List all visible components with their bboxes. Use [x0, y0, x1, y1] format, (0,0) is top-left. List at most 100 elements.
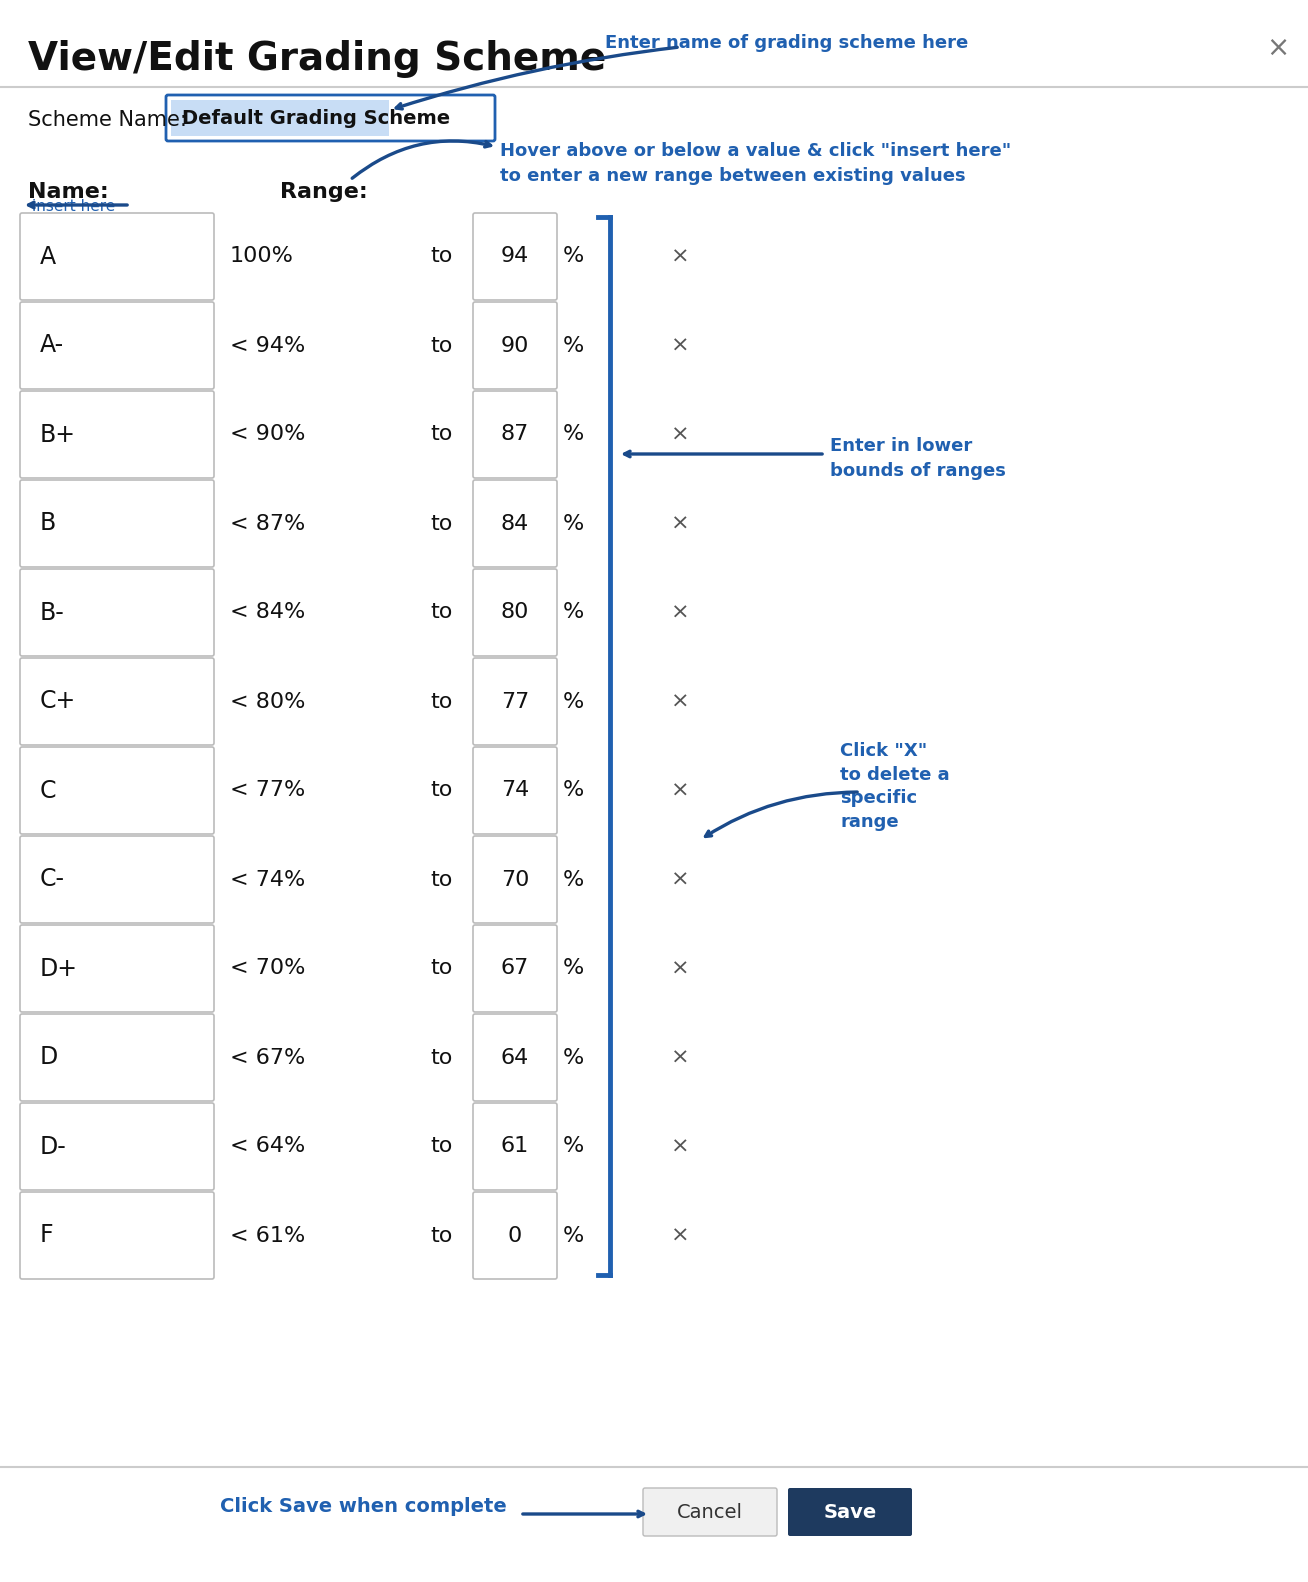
- Text: < 74%: < 74%: [230, 870, 305, 889]
- Text: %: %: [562, 247, 585, 266]
- Text: B-: B-: [41, 601, 65, 625]
- Text: Enter in lower
bounds of ranges: Enter in lower bounds of ranges: [831, 437, 1006, 479]
- FancyBboxPatch shape: [20, 214, 215, 301]
- Text: Click "X"
to delete a
specific
range: Click "X" to delete a specific range: [840, 742, 950, 831]
- FancyBboxPatch shape: [20, 1191, 215, 1278]
- Text: to: to: [430, 870, 453, 889]
- Text: %: %: [562, 1136, 585, 1156]
- FancyBboxPatch shape: [166, 95, 494, 141]
- Text: < 90%: < 90%: [230, 424, 305, 445]
- Text: 70: 70: [501, 870, 530, 889]
- Text: D: D: [41, 1046, 59, 1069]
- Text: < 61%: < 61%: [230, 1226, 305, 1245]
- Text: < 67%: < 67%: [230, 1047, 305, 1068]
- FancyBboxPatch shape: [473, 570, 557, 657]
- Text: %: %: [562, 959, 585, 979]
- FancyBboxPatch shape: [20, 391, 215, 478]
- Text: C-: C-: [41, 867, 65, 892]
- FancyBboxPatch shape: [473, 302, 557, 389]
- Text: ×: ×: [671, 335, 689, 356]
- FancyBboxPatch shape: [20, 479, 215, 566]
- Text: < 94%: < 94%: [230, 335, 305, 356]
- FancyBboxPatch shape: [787, 1489, 912, 1536]
- Text: Range:: Range:: [280, 182, 368, 202]
- Text: D+: D+: [41, 957, 78, 981]
- Text: %: %: [562, 691, 585, 712]
- Text: < 80%: < 80%: [230, 691, 305, 712]
- Text: ×: ×: [671, 780, 689, 800]
- Text: < 87%: < 87%: [230, 514, 305, 533]
- FancyBboxPatch shape: [473, 479, 557, 566]
- FancyBboxPatch shape: [644, 1489, 777, 1536]
- Text: to: to: [430, 959, 453, 979]
- Text: 74: 74: [501, 780, 530, 800]
- Text: F: F: [41, 1223, 54, 1248]
- Text: ×: ×: [671, 424, 689, 445]
- Text: ×: ×: [671, 870, 689, 889]
- Text: %: %: [562, 1047, 585, 1068]
- Text: to: to: [430, 335, 453, 356]
- Text: < 64%: < 64%: [230, 1136, 305, 1156]
- FancyBboxPatch shape: [20, 302, 215, 389]
- FancyBboxPatch shape: [473, 747, 557, 834]
- Text: D-: D-: [41, 1134, 67, 1158]
- Text: 64: 64: [501, 1047, 530, 1068]
- FancyBboxPatch shape: [20, 747, 215, 834]
- Text: ×: ×: [671, 603, 689, 622]
- Text: 90: 90: [501, 335, 530, 356]
- FancyBboxPatch shape: [20, 925, 215, 1012]
- Text: C: C: [41, 778, 56, 802]
- Text: B+: B+: [41, 422, 76, 446]
- Text: Cancel: Cancel: [678, 1503, 743, 1522]
- FancyBboxPatch shape: [473, 835, 557, 922]
- Text: to: to: [430, 691, 453, 712]
- FancyBboxPatch shape: [20, 658, 215, 745]
- Text: A-: A-: [41, 334, 64, 358]
- Text: %: %: [562, 870, 585, 889]
- Text: Save: Save: [823, 1503, 876, 1522]
- Text: ×: ×: [671, 1136, 689, 1156]
- Text: to: to: [430, 780, 453, 800]
- Text: Scheme Name:: Scheme Name:: [27, 111, 187, 130]
- FancyBboxPatch shape: [20, 570, 215, 657]
- FancyBboxPatch shape: [473, 214, 557, 301]
- Text: < 84%: < 84%: [230, 603, 305, 622]
- Text: 87: 87: [501, 424, 530, 445]
- FancyBboxPatch shape: [473, 1191, 557, 1278]
- FancyBboxPatch shape: [473, 1103, 557, 1190]
- FancyBboxPatch shape: [20, 1103, 215, 1190]
- Text: %: %: [562, 335, 585, 356]
- Text: to: to: [430, 1226, 453, 1245]
- FancyBboxPatch shape: [20, 835, 215, 922]
- Text: 100%: 100%: [230, 247, 294, 266]
- FancyBboxPatch shape: [20, 1014, 215, 1101]
- Text: 80: 80: [501, 603, 530, 622]
- Text: ×: ×: [671, 247, 689, 266]
- Text: Default Grading Scheme: Default Grading Scheme: [182, 109, 450, 128]
- Text: %: %: [562, 603, 585, 622]
- Text: < 70%: < 70%: [230, 959, 305, 979]
- Text: A: A: [41, 245, 56, 269]
- Text: 61: 61: [501, 1136, 530, 1156]
- Text: ×: ×: [671, 514, 689, 533]
- FancyBboxPatch shape: [473, 1014, 557, 1101]
- FancyBboxPatch shape: [473, 391, 557, 478]
- Text: to: to: [430, 1047, 453, 1068]
- Text: ×: ×: [1266, 33, 1290, 62]
- Text: ×: ×: [671, 691, 689, 712]
- Text: %: %: [562, 780, 585, 800]
- Text: ×: ×: [671, 1047, 689, 1068]
- Text: to: to: [430, 1136, 453, 1156]
- Text: 84: 84: [501, 514, 530, 533]
- Text: 94: 94: [501, 247, 530, 266]
- Text: 77: 77: [501, 691, 530, 712]
- Text: %: %: [562, 424, 585, 445]
- Text: to: to: [430, 247, 453, 266]
- Text: Click Save when complete: Click Save when complete: [220, 1498, 506, 1517]
- FancyBboxPatch shape: [171, 100, 388, 136]
- Text: Hover above or below a value & click "insert here"
to enter a new range between : Hover above or below a value & click "in…: [500, 142, 1011, 185]
- FancyBboxPatch shape: [473, 658, 557, 745]
- Text: < 77%: < 77%: [230, 780, 305, 800]
- Text: %: %: [562, 1226, 585, 1245]
- Text: B: B: [41, 511, 56, 535]
